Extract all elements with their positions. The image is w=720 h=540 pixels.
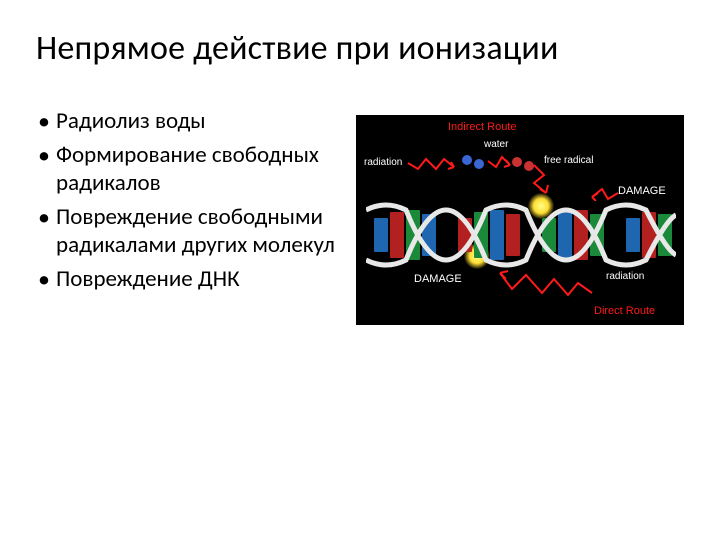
label-direct-route: Direct Route: [594, 305, 655, 317]
label-radiation-top: radiation: [364, 157, 402, 168]
slide: Непрямое действие при ионизации Радиолиз…: [0, 0, 720, 540]
water-dot-icon: [474, 159, 484, 169]
bullet-item: Формирование свободных радикалов: [36, 141, 346, 197]
label-water: water: [484, 139, 508, 150]
content-row: Радиолиз воды Формирование свободных рад…: [36, 107, 684, 325]
dna-diagram: Indirect Route water radiation free radi…: [356, 115, 684, 325]
radiation-arrow-icon: [406, 155, 464, 173]
bullet-list: Радиолиз воды Формирование свободных рад…: [36, 107, 346, 299]
radiation-arrow-icon: [496, 265, 596, 299]
slide-title: Непрямое действие при ионизации: [36, 28, 684, 69]
label-damage-upper: DAMAGE: [618, 185, 666, 197]
bullet-item: Радиолиз воды: [36, 107, 346, 135]
dna-helix: [366, 200, 676, 270]
bullet-item: Повреждение ДНК: [36, 265, 346, 293]
bullet-item: Повреждение свободными радикалами других…: [36, 203, 346, 259]
label-radiation-bottom: radiation: [606, 271, 644, 282]
label-indirect-route: Indirect Route: [448, 121, 516, 133]
radiation-arrow-icon: [486, 153, 516, 171]
label-damage-lower: DAMAGE: [414, 273, 462, 285]
damage-arrow-icon: [588, 187, 622, 201]
dna-strand-icon: [366, 200, 676, 270]
